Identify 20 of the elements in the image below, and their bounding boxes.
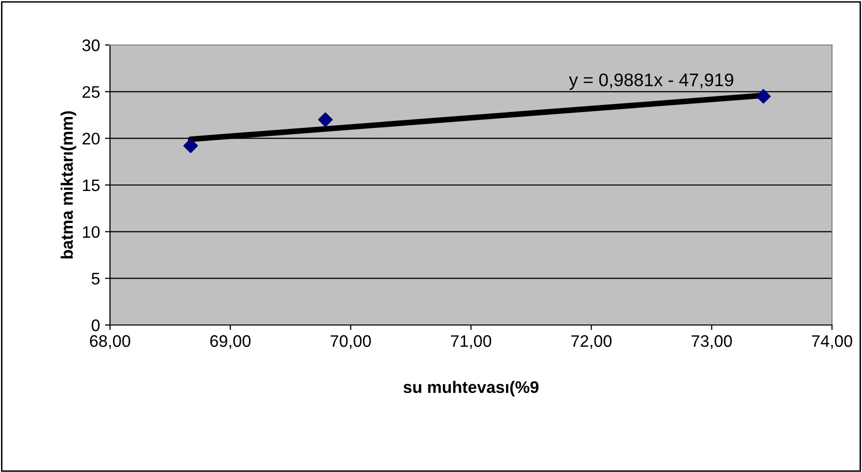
annotation: y = 0,9881x - 47,919: [568, 73, 734, 90]
y-tick-label: 0: [92, 319, 100, 332]
x-tick-label: 74,00: [812, 335, 852, 349]
y-tick-label: 30: [82, 39, 100, 52]
y-axis-title: batma miktarı(mm): [60, 111, 76, 258]
y-tick-label: 25: [82, 86, 100, 98]
y-tick-label: 15: [83, 180, 100, 192]
x-tick-label: 72,00: [571, 335, 612, 349]
x-tick-label: 69,00: [210, 335, 251, 349]
point: [183, 138, 198, 154]
x-tick-label: 68,00: [90, 335, 130, 349]
point: [318, 112, 333, 127]
y-tick-label: 20: [82, 132, 100, 145]
y-tick-label: 10: [83, 226, 100, 238]
y-tick-label: 5: [92, 272, 100, 285]
point: [756, 89, 771, 104]
x-axis-title: su muhtevası(%9: [404, 380, 538, 396]
x-tick-label: 71,00: [451, 335, 492, 349]
x-tick-label: 70,00: [330, 335, 371, 349]
x-tick-label: 73,00: [692, 335, 732, 349]
